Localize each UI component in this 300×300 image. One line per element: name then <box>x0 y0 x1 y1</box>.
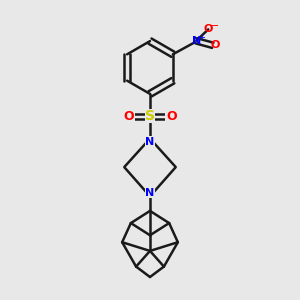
Text: N: N <box>146 137 154 147</box>
Text: N: N <box>146 188 154 198</box>
Text: +: + <box>198 33 205 42</box>
Text: −: − <box>210 21 219 32</box>
Text: O: O <box>123 110 134 123</box>
Text: S: S <box>145 110 155 123</box>
Text: O: O <box>166 110 177 123</box>
Text: O: O <box>204 24 213 34</box>
Text: N: N <box>192 36 201 46</box>
Text: O: O <box>211 40 220 50</box>
